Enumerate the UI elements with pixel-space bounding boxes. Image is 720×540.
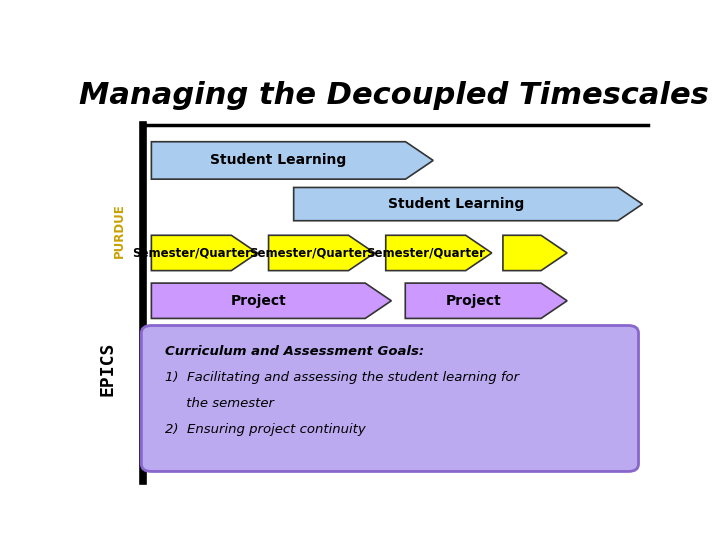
Text: EPICS: EPICS xyxy=(99,341,117,395)
Text: Project: Project xyxy=(445,294,501,308)
Text: Curriculum and Assessment Goals:: Curriculum and Assessment Goals: xyxy=(166,346,425,359)
Polygon shape xyxy=(151,283,392,319)
Text: Semester/Quarter: Semester/Quarter xyxy=(249,246,368,259)
Polygon shape xyxy=(405,283,567,319)
Text: PURDUE: PURDUE xyxy=(112,204,125,259)
Polygon shape xyxy=(151,235,258,271)
Text: Project: Project xyxy=(230,294,286,308)
Text: 2)  Ensuring project continuity: 2) Ensuring project continuity xyxy=(166,423,366,436)
Polygon shape xyxy=(269,235,374,271)
Polygon shape xyxy=(386,235,492,271)
Polygon shape xyxy=(503,235,567,271)
Text: Student Learning: Student Learning xyxy=(387,197,524,211)
Text: Semester/Quarter: Semester/Quarter xyxy=(132,246,251,259)
Text: Semester/Quarter: Semester/Quarter xyxy=(366,246,485,259)
Text: Student Learning: Student Learning xyxy=(210,153,346,167)
Polygon shape xyxy=(294,187,642,221)
Text: the semester: the semester xyxy=(166,397,274,410)
Text: Managing the Decoupled Timescales: Managing the Decoupled Timescales xyxy=(79,82,709,111)
Text: 1)  Facilitating and assessing the student learning for: 1) Facilitating and assessing the studen… xyxy=(166,371,519,384)
FancyBboxPatch shape xyxy=(141,326,639,471)
Polygon shape xyxy=(151,141,433,179)
